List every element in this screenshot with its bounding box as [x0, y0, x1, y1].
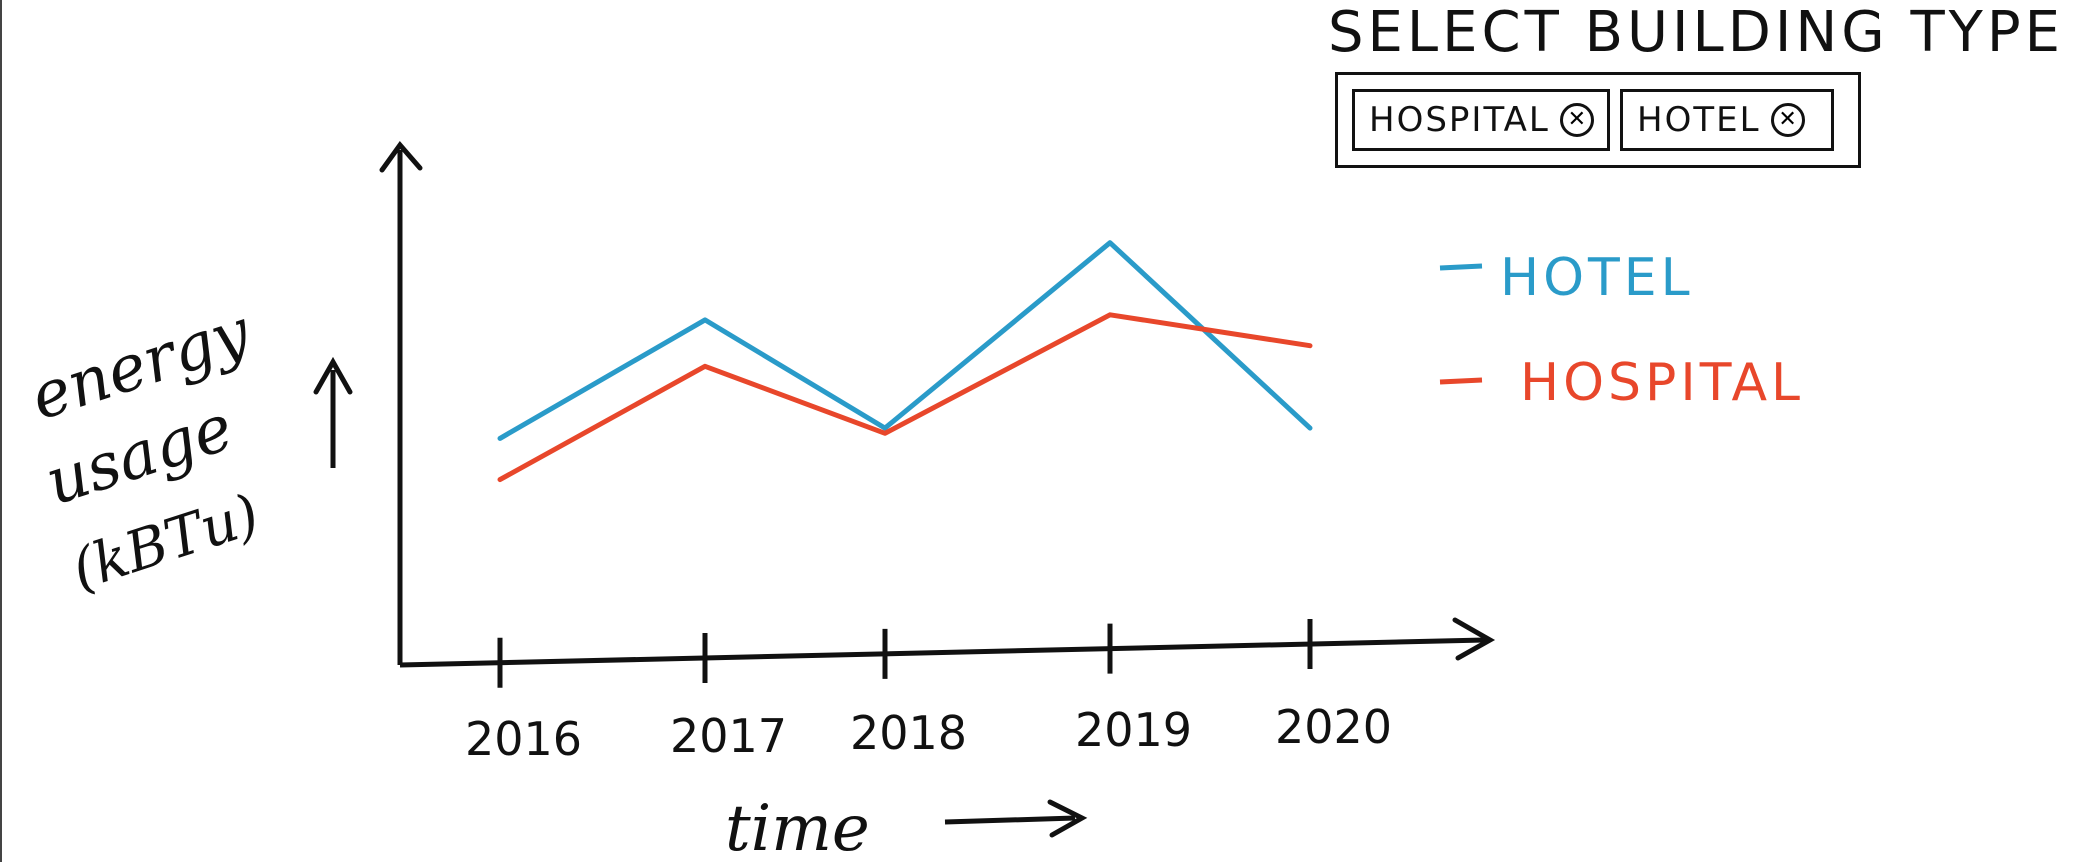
series-line-hospital [497, 312, 1313, 483]
x-tick-label: 2018 [850, 706, 967, 760]
x-tick-label: 2020 [1275, 700, 1392, 754]
legend-hospital-swatch [1439, 377, 1483, 385]
x-tick-label: 2016 [465, 712, 582, 766]
building-type-selector[interactable]: HOSPITAL ✕ HOTEL ✕ [1335, 72, 1861, 168]
chip-hospital-label: HOSPITAL [1369, 100, 1550, 140]
x-label-arrow-head [1047, 799, 1088, 838]
y-axis-arrow [379, 140, 423, 173]
chip-hotel-label: HOTEL [1637, 100, 1761, 140]
series-line-hotel [497, 240, 1313, 441]
x-tick-label: 2019 [1075, 703, 1192, 757]
window-edge [0, 0, 2, 862]
legend-hospital-label: HOSPITAL [1520, 353, 1804, 413]
chip-hospital[interactable]: HOSPITAL ✕ [1352, 89, 1610, 151]
x-tick-label: 2017 [670, 709, 787, 763]
close-circle-icon[interactable]: ✕ [1770, 103, 1805, 137]
x-axis-arrow [1452, 617, 1496, 661]
y-label-arrow-head [313, 356, 353, 395]
legend-hotel-swatch [1439, 263, 1483, 271]
legend-hotel-label: HOTEL [1500, 248, 1694, 308]
filter-title: SELECT BUILDING TYPE [1328, 0, 2065, 65]
x-label-arrow [944, 815, 1076, 825]
chip-hotel[interactable]: HOTEL ✕ [1620, 89, 1834, 151]
x-axis [399, 637, 1486, 668]
close-circle-icon[interactable]: ✕ [1559, 103, 1594, 137]
x-axis-label: time [725, 792, 870, 862]
